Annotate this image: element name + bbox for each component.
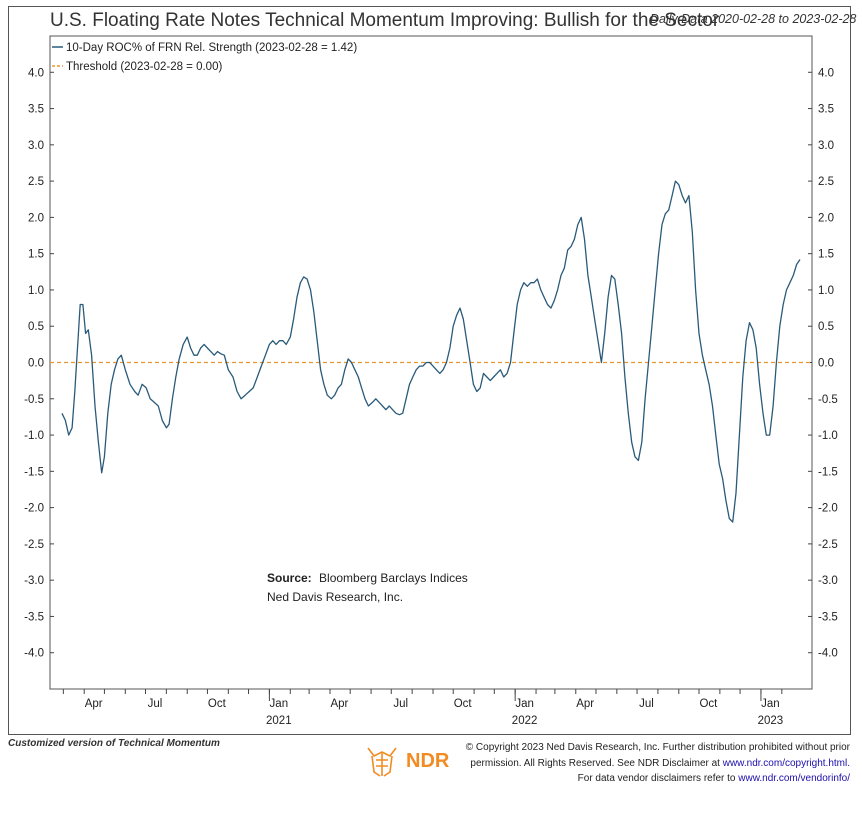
y-tick-label-left: 3.5 — [28, 104, 44, 116]
y-tick-label-right: 3.5 — [818, 104, 834, 116]
y-tick-label-left: 4.0 — [28, 67, 44, 79]
y-tick-label-left: -4.0 — [24, 648, 44, 660]
y-tick-label-right: 1.0 — [818, 285, 834, 297]
date-range: Daily Data 2020-02-28 to 2023-02-28 — [650, 12, 857, 26]
legend: 10-Day ROC% of FRN Rel. Strength (2023-0… — [52, 42, 357, 73]
y-tick-label-right: -4.0 — [818, 648, 838, 660]
y-tick-label-right: -2.0 — [818, 503, 838, 515]
x-tick-label: Apr — [85, 698, 103, 710]
y-tick-label-right: -2.5 — [818, 539, 838, 551]
chart-frame — [8, 6, 851, 735]
y-tick-label-left: 3.0 — [28, 140, 44, 152]
ndr-bull-bear-icon — [367, 747, 397, 777]
y-tick-label-right: 2.0 — [818, 212, 834, 224]
y-tick-label-right: 1.5 — [818, 249, 834, 261]
source-note: Source: Bloomberg Barclays Indices Ned D… — [267, 571, 468, 604]
x-year-label: 2021 — [266, 715, 292, 727]
x-year-label: 2023 — [758, 715, 784, 727]
x-tick-label: Oct — [454, 698, 473, 710]
y-tick-label-right: 0.0 — [818, 358, 834, 370]
x-tick-label: Oct — [699, 698, 718, 710]
y-tick-label-left: -3.0 — [24, 575, 44, 587]
x-tick-label: Apr — [576, 698, 594, 710]
chart-svg: 4.0 4.0 3.5 3.5 3.0 3.0 2.5 2.5 2.0 2.0 1.5 1.5 1.0 1… — [24, 35, 838, 727]
footer-note: Customized version of Technical Momentum — [8, 738, 220, 749]
y-tick-label-left: -2.0 — [24, 503, 44, 515]
svg-text:Source: Bloomberg Barcla: Source: Bloomberg Barclays Indices — [267, 571, 468, 585]
x-tick-label: Jul — [393, 698, 408, 710]
copyright-line-2-text: permission. All Rights Reserved. See NDR… — [470, 757, 720, 769]
x-tick-label: Jan — [761, 698, 780, 710]
y-tick-label-right: -1.5 — [818, 466, 838, 478]
x-tick-label: Jan — [270, 698, 289, 710]
x-tick-label: Jan — [515, 698, 534, 710]
y-tick-label-left: -0.5 — [24, 394, 44, 406]
x-year-label: 2022 — [512, 715, 538, 727]
copyright-line-3: For data vendor disclaimers refer to www… — [466, 771, 850, 787]
source-org: Ned Davis Research, Inc. — [267, 590, 403, 604]
x-tick-label: Jul — [148, 698, 163, 710]
x-tick-label: Oct — [208, 698, 227, 710]
series-line-roc — [61, 180, 801, 523]
y-tick-label-right: 3.0 — [818, 140, 834, 152]
y-tick-label-left: -1.0 — [24, 430, 44, 442]
y-tick-label-left: 2.5 — [28, 176, 44, 188]
vendor-info-link[interactable]: www.ndr.com/vendorinfo/ — [738, 773, 850, 784]
legend-threshold-label: Threshold (2023-02-28 = 0.00) — [66, 61, 222, 73]
ndr-logo-text: NDR — [406, 749, 450, 772]
copyright-line-3-text: For data vendor disclaimers refer to — [577, 773, 736, 784]
series-layer — [50, 180, 812, 523]
y-tick-label-left: 1.5 — [28, 249, 44, 261]
source-label: Source: — [267, 571, 312, 585]
y-tick-label-left: 0.0 — [28, 358, 44, 370]
legend-series-label: 10-Day ROC% of FRN Rel. Strength (2023-0… — [66, 42, 357, 54]
y-tick-label-right: -1.0 — [818, 430, 838, 442]
y-tick-label-right: 2.5 — [818, 176, 834, 188]
chart-title: U.S. Floating Rate Notes Technical Momen… — [50, 10, 720, 31]
source-text: Bloomberg Barclays Indices — [319, 571, 468, 585]
y-tick-label-left: -1.5 — [24, 466, 44, 478]
y-tick-label-left: 2.0 — [28, 212, 44, 224]
copyright-link[interactable]: www.ndr.com/copyright.html. — [722, 757, 850, 769]
y-tick-label-left: 0.5 — [28, 321, 44, 333]
y-tick-label-right: 0.5 — [818, 321, 834, 333]
y-tick-label-right: -3.5 — [818, 611, 838, 623]
x-tick-label: Jul — [639, 698, 654, 710]
y-tick-label-left: -3.5 — [24, 611, 44, 623]
axes: 4.0 4.0 3.5 3.5 3.0 3.0 2.5 2.5 2.0 2.0 1.5 1.5 1.0 1… — [24, 67, 838, 727]
ndr-logo: NDR — [362, 742, 449, 780]
y-tick-label-right: 4.0 — [818, 67, 834, 79]
y-tick-label-right: -3.0 — [818, 575, 838, 587]
copyright-line-1: © Copyright 2023 Ned Davis Research, Inc… — [465, 742, 850, 753]
y-tick-label-left: -2.5 — [24, 539, 44, 551]
y-tick-label-right: -0.5 — [818, 394, 838, 406]
copyright-block: © Copyright 2023 Ned Davis Research, Inc… — [466, 740, 850, 787]
y-tick-label-left: 1.0 — [28, 285, 44, 297]
x-tick-label: Apr — [330, 698, 348, 710]
copyright-line-2: permission. All Rights Reserved. See NDR… — [466, 756, 850, 772]
